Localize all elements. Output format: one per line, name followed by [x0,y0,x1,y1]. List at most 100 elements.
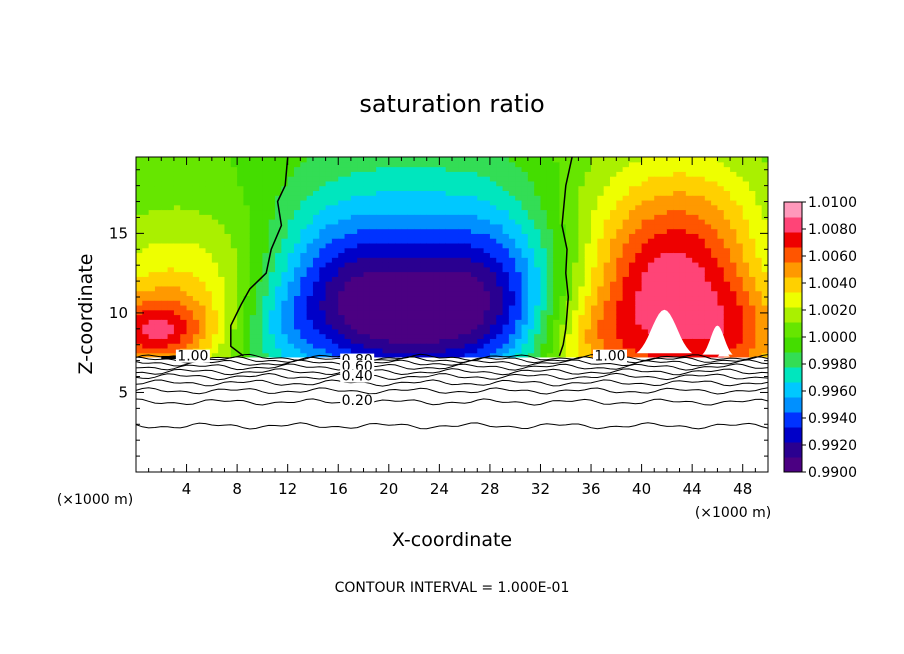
heatmap-cell [610,285,617,292]
heatmap-cell [420,214,428,220]
heatmap-cell [591,238,598,244]
heatmap-cell [357,199,365,206]
heatmap-cell [603,204,611,211]
heatmap-cell [148,271,156,277]
heatmap-cell [180,219,188,225]
heatmap-cell [401,214,409,220]
heatmap-cell [218,333,226,339]
heatmap-cell [395,281,403,287]
heatmap-cell [704,195,712,201]
heatmap-cell [205,262,213,268]
heatmap-cell [357,190,365,196]
heatmap-cell [350,295,358,301]
heatmap-cell [154,185,162,192]
heatmap-cell [755,223,763,230]
heatmap-cell [268,171,276,177]
heatmap-cell [546,328,554,335]
heatmap-cell [300,347,308,354]
heatmap-cell [414,319,421,325]
heatmap-cell [401,343,409,349]
heatmap-cell [344,257,352,263]
heatmap-cell [692,314,700,320]
heatmap-cell [527,238,535,244]
heatmap-cell [325,347,333,354]
heatmap-cell [508,257,516,263]
heatmap-cell [477,328,485,335]
heatmap-cell [243,285,251,292]
heatmap-cell [325,266,333,273]
heatmap-cell [527,266,535,273]
heatmap-cell [161,252,169,258]
heatmap-cell [578,176,586,182]
heatmap-cell [692,161,700,168]
heatmap-cell [186,309,194,316]
heatmap-cell [275,333,282,339]
heatmap-cell [395,214,403,220]
heatmap-cell [591,185,598,192]
heatmap-cell [369,252,377,258]
heatmap-cell [357,295,365,301]
heatmap-cell [559,319,567,325]
heatmap-cell [199,171,207,177]
heatmap-cell [306,238,314,244]
heatmap-cell [218,161,226,168]
heatmap-cell [300,252,308,258]
heatmap-cell [382,185,390,192]
heatmap-cell [698,309,706,316]
heatmap-cell [433,171,440,177]
heatmap-cell [755,333,763,339]
heatmap-cell [294,304,301,311]
heatmap-cell [136,233,143,239]
heatmap-cell [344,343,352,349]
heatmap-cell [243,319,251,325]
heatmap-cell [300,185,308,192]
heatmap-cell [622,233,630,239]
heatmap-cell [287,281,295,287]
heatmap-cell [704,290,712,297]
heatmap-cell [306,223,314,230]
heatmap-cell [319,276,327,282]
heatmap-cell [331,161,339,168]
heatmap-cell [136,195,143,201]
heatmap-cell [761,185,768,192]
heatmap-cell [470,176,478,182]
heatmap-cell [679,352,687,359]
heatmap-cell [420,257,428,263]
heatmap-cell [755,295,763,301]
heatmap-cell [180,223,188,230]
heatmap-cell [331,295,339,301]
heatmap-cell [470,242,478,249]
heatmap-cell [224,271,232,277]
heatmap-cell [262,324,270,330]
heatmap-cell [224,300,232,306]
heatmap-cell [376,214,384,220]
heatmap-cell [698,204,706,211]
heatmap-cell [363,180,371,187]
heatmap-cell [546,271,554,277]
heatmap-cell [300,266,308,273]
heatmap-cell [464,228,472,234]
heatmap-cell [654,157,662,163]
heatmap-cell [287,328,295,335]
heatmap-cell [496,309,504,316]
heatmap-cell [224,214,232,220]
heatmap-cell [218,233,226,239]
heatmap-cell [698,333,706,339]
heatmap-cell [717,180,725,187]
heatmap-cell [401,285,409,292]
heatmap-cell [395,238,403,244]
heatmap-cell [350,324,358,330]
heatmap-cell [306,214,314,220]
heatmap-cell [376,271,384,277]
heatmap-cell [673,352,681,359]
heatmap-cell [483,252,491,258]
y-tick-label: 5 [118,383,128,401]
heatmap-cell [325,214,333,220]
heatmap-cell [319,238,327,244]
heatmap-cell [357,262,365,268]
heatmap-cell [395,252,403,258]
heatmap-cell [262,185,270,192]
heatmap-cell [414,219,421,225]
heatmap-cell [666,199,674,206]
heatmap-cell [666,304,674,311]
